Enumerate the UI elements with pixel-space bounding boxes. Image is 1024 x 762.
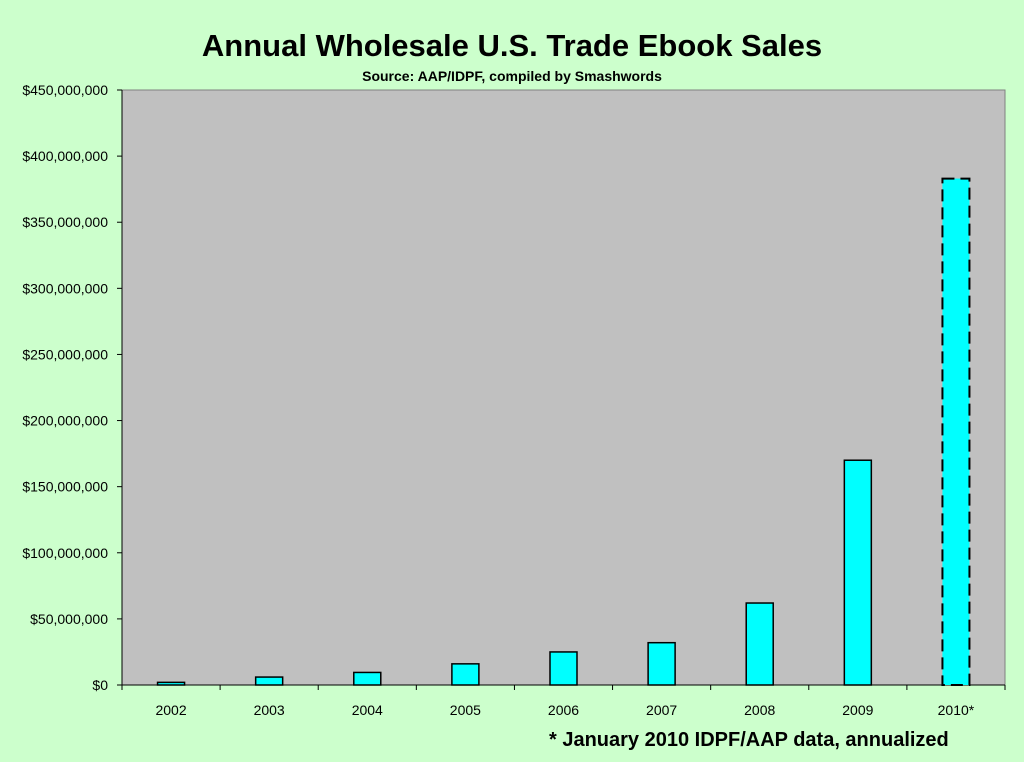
x-axis: 2002 2003 2004 2005 2006 2007 2008 2009 2010* — [121, 684, 1006, 718]
x-tick-label: 2003 — [254, 702, 285, 718]
bar-2004 — [353, 671, 382, 686]
bar-2008 — [745, 602, 774, 686]
y-axis: $0 $50,000,000 $100,000,000 $150,000,000 $20… — [22, 82, 123, 693]
x-tick-label: 2006 — [548, 702, 579, 718]
bar-2007 — [647, 641, 676, 686]
x-tick-label: 2010* — [938, 702, 975, 718]
chart-title: Annual Wholesale U.S. Trade Ebook Sales — [201, 28, 823, 63]
y-tick-label: $100,000,000 — [22, 545, 108, 561]
y-tick-label: $300,000,000 — [22, 280, 108, 296]
y-tick-label: $50,000,000 — [30, 611, 108, 627]
y-tick-label: $150,000,000 — [22, 479, 108, 495]
x-tick-label: 2002 — [155, 702, 186, 718]
y-tick-label: $450,000,000 — [22, 82, 108, 98]
chart-subtitle: Source: AAP/IDPF, compiled by Smashwords — [362, 68, 662, 84]
footnote: * January 2010 IDPF/AAP data, annualized — [549, 729, 949, 751]
x-tick-label: 2008 — [744, 702, 775, 718]
y-tick-label: $200,000,000 — [22, 413, 108, 429]
bar-2005 — [451, 663, 480, 686]
bar-2010 — [941, 177, 971, 686]
bar-2006 — [549, 651, 578, 686]
bars — [156, 177, 971, 686]
y-tick-label: $250,000,000 — [22, 346, 108, 362]
y-tick-label: $400,000,000 — [22, 148, 108, 164]
x-tick-label: 2009 — [842, 702, 873, 718]
bar-2009 — [843, 459, 873, 686]
x-tick-label: 2004 — [352, 702, 383, 718]
x-tick-label: 2005 — [450, 702, 481, 718]
y-tick-label: $0 — [92, 677, 108, 693]
bar-2003 — [254, 676, 284, 686]
y-tick-label: $350,000,000 — [22, 214, 108, 230]
plot-area — [121, 89, 1006, 686]
bar-2002 — [156, 681, 186, 686]
x-tick-label: 2007 — [646, 702, 677, 718]
